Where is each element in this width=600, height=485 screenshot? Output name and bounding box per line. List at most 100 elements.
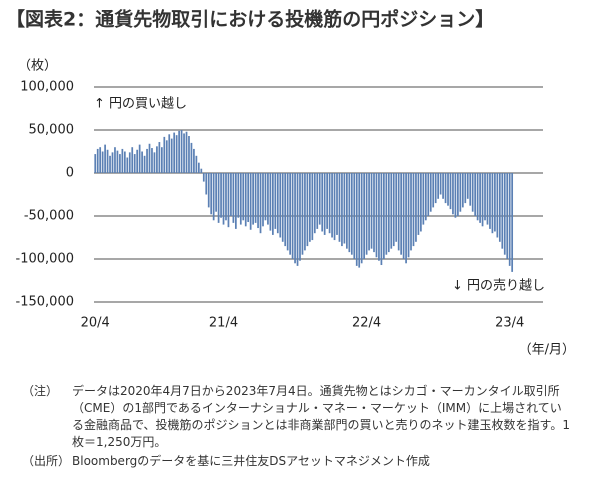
- bar: [407, 173, 410, 258]
- bar: [121, 148, 124, 173]
- bar: [486, 173, 489, 225]
- bar: [501, 173, 504, 249]
- note-row: （出所） Bloombergのデータを基に三井住友DSアセットマネジメント作成: [22, 453, 582, 470]
- bar: [355, 173, 358, 266]
- bar: [471, 173, 474, 212]
- annotation: ↓ 円の売り越し: [452, 278, 545, 294]
- bar: [259, 173, 262, 234]
- bar: [479, 173, 481, 223]
- bar: [457, 173, 459, 216]
- bar: [276, 173, 279, 234]
- bar: [365, 173, 368, 255]
- bar: [489, 173, 491, 229]
- x-tick-label: 23/4: [495, 316, 524, 331]
- bar: [232, 173, 235, 223]
- bar: [237, 173, 240, 218]
- bar: [170, 138, 173, 173]
- bar: [111, 152, 114, 173]
- bar: [271, 173, 274, 235]
- bar: [508, 173, 511, 266]
- bar: [284, 173, 287, 247]
- bar: [429, 173, 432, 212]
- bar: [183, 133, 185, 173]
- bar: [491, 173, 494, 234]
- bar: [207, 173, 210, 208]
- bar: [252, 173, 254, 225]
- bar: [274, 173, 277, 229]
- bar: [234, 173, 237, 229]
- bar: [452, 173, 454, 215]
- bar: [158, 142, 161, 173]
- bar: [373, 173, 375, 253]
- bar: [163, 136, 166, 173]
- bar: [341, 173, 343, 247]
- bar: [415, 173, 417, 242]
- bar: [269, 173, 272, 231]
- bar: [383, 173, 385, 259]
- bar: [424, 173, 427, 221]
- bar: [459, 173, 462, 212]
- bar: [188, 136, 190, 173]
- bar: [131, 147, 134, 173]
- bar: [217, 173, 220, 223]
- bar: [390, 173, 393, 249]
- bar: [254, 173, 257, 223]
- bar: [128, 152, 131, 173]
- x-unit: （年/月）: [519, 343, 575, 358]
- bar: [291, 173, 294, 259]
- bar: [242, 173, 245, 221]
- bar: [506, 173, 509, 259]
- bar: [178, 130, 180, 173]
- y-tick-label: 100,000: [20, 80, 74, 95]
- bar: [210, 173, 213, 215]
- y-tick-label: -50,000: [24, 209, 74, 224]
- bar: [346, 173, 348, 249]
- bar: [165, 140, 168, 173]
- bar: [123, 151, 126, 173]
- bar: [397, 173, 400, 251]
- bar: [464, 173, 467, 204]
- y-tick-label: -150,000: [16, 295, 74, 310]
- bar: [151, 148, 153, 173]
- bar: [222, 173, 225, 225]
- bar: [104, 144, 106, 173]
- bar: [353, 173, 356, 259]
- bar: [311, 173, 314, 241]
- bar: [400, 173, 403, 255]
- bar: [299, 173, 301, 261]
- bar: [469, 173, 472, 206]
- note-label: （注）: [22, 384, 59, 398]
- bar: [385, 173, 388, 255]
- bar: [318, 173, 321, 225]
- bar: [101, 151, 104, 173]
- bar: [375, 173, 378, 258]
- bar: [348, 173, 351, 253]
- bar: [133, 154, 136, 173]
- bar: [197, 162, 200, 173]
- bar: [313, 173, 316, 234]
- bar: [437, 173, 440, 199]
- bar: [498, 173, 501, 242]
- bar: [444, 173, 447, 204]
- bar: [148, 143, 151, 173]
- bar: [395, 173, 398, 242]
- bar: [420, 173, 422, 232]
- bar: [99, 147, 102, 173]
- bar: [449, 173, 452, 210]
- bar: [321, 173, 324, 232]
- bar: [168, 134, 171, 173]
- bar: [378, 173, 380, 261]
- bar: [380, 173, 383, 266]
- bar: [267, 173, 269, 225]
- bar: [286, 173, 289, 251]
- bar: [326, 173, 328, 229]
- bar: [143, 155, 146, 173]
- bar: [156, 146, 158, 173]
- bar: [412, 173, 415, 247]
- bar: [175, 135, 178, 173]
- bar: [363, 173, 366, 259]
- bar: [173, 132, 176, 173]
- bar: [200, 168, 203, 173]
- y-tick-label: -100,000: [16, 252, 74, 267]
- bar: [289, 173, 291, 255]
